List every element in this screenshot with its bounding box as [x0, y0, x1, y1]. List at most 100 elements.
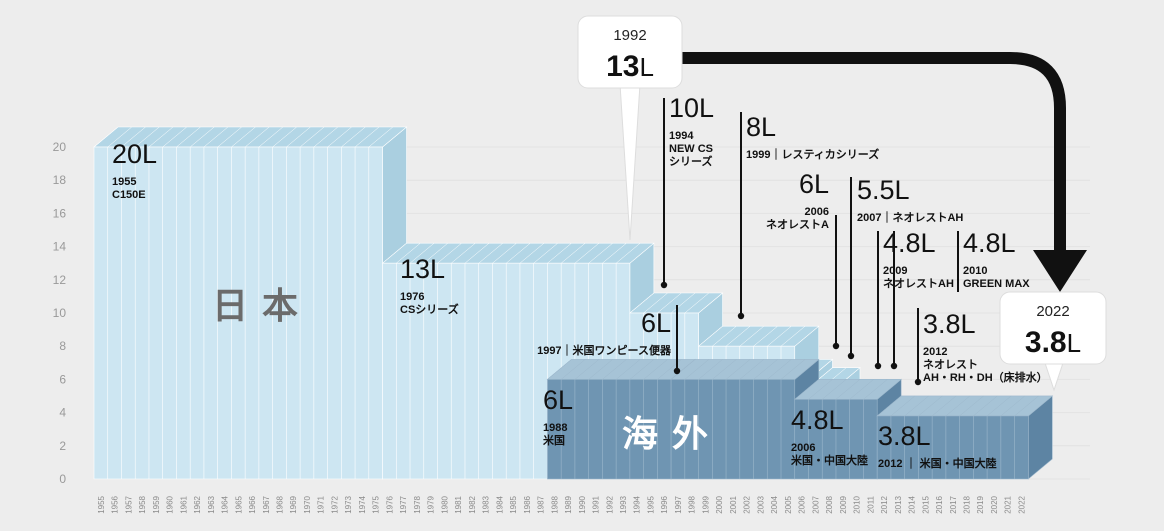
bar-top-rib	[808, 379, 833, 400]
x-tick-label: 2004	[770, 495, 779, 513]
bar-top-rib	[629, 292, 655, 314]
bar-top-rib	[877, 395, 902, 417]
label-os-1988-detail: 米国	[542, 433, 565, 447]
bar-top-rib	[698, 326, 723, 347]
y-tick-label: 18	[53, 173, 67, 187]
label-1955-detail: 1955	[112, 176, 136, 188]
leader-1999-dot	[737, 312, 745, 320]
label-2006-detail: ネオレストA	[766, 218, 829, 231]
bar-top-rib	[258, 126, 284, 148]
label-2006-value: 6L	[799, 169, 829, 199]
bar-top-rib	[904, 395, 929, 417]
bar-top-rib	[780, 326, 806, 347]
x-tick-label: 1976	[385, 495, 394, 513]
x-tick-label: 1992	[605, 495, 614, 513]
trend-arrow-head	[1033, 250, 1087, 292]
label-1976-detail: 1976	[400, 291, 424, 303]
label-2006-detail: 2006	[805, 206, 829, 218]
x-tick-label: 1969	[289, 495, 298, 513]
bar-top-rib	[849, 379, 874, 400]
x-tick-label: 2005	[784, 495, 793, 513]
bar-top-rib	[602, 359, 627, 380]
x-tick-label: 1987	[537, 495, 546, 513]
bar-top-rib	[478, 243, 503, 264]
x-tick-label: 1983	[482, 495, 491, 513]
bar-top-rib	[135, 126, 160, 148]
y-tick-label: 6	[59, 372, 66, 386]
bar-top-rib	[176, 126, 201, 148]
bar-top-rib	[670, 359, 696, 380]
bar-top-rib	[753, 359, 778, 380]
y-tick-label: 4	[59, 406, 66, 420]
callout-1992: 1992 13L	[577, 15, 683, 241]
x-tick-label: 1962	[193, 495, 202, 513]
x-tick-label: 1956	[111, 495, 120, 513]
leader-2009-dot	[874, 362, 882, 370]
x-tick-label: 1988	[550, 495, 559, 513]
y-axis: 0 2 4 6 8 10 12 14 16 18 20	[53, 140, 67, 486]
y-tick-label: 14	[53, 240, 67, 254]
bar-top-rib	[959, 395, 984, 417]
bar-top-rib	[190, 126, 215, 148]
label-os-2012: 3.8L 2012 ｜ 米国・中国大陸	[878, 421, 997, 470]
bar-top-rib	[643, 359, 668, 380]
callout-start-value: 13	[606, 50, 639, 83]
bar-top	[670, 359, 820, 380]
bar-top-rib	[615, 243, 641, 264]
x-tick-label: 2001	[729, 495, 738, 513]
y-tick-label: 20	[53, 140, 67, 154]
bar-top-rib	[451, 243, 476, 264]
bar-top-rib	[244, 126, 270, 148]
callout-end-year: 2022	[1036, 303, 1069, 320]
x-tick-label: 1996	[660, 495, 669, 513]
x-tick-label: 2020	[990, 495, 999, 513]
label-os-1997: 6L 1997｜米国ワンピース便器	[537, 308, 672, 357]
bar-top-rib	[519, 243, 545, 264]
x-tick-label: 2002	[743, 495, 752, 513]
x-tick-label: 2014	[908, 495, 917, 513]
x-tick-label: 1978	[413, 495, 422, 513]
label-os-1988-value: 6L	[543, 385, 573, 415]
x-tick-label: 1989	[564, 495, 573, 513]
bar-top-rib	[643, 292, 668, 314]
x-tick-label: 1968	[275, 495, 284, 513]
x-tick-label: 1974	[358, 495, 367, 513]
label-os-2012-detail: 2012 ｜ 米国・中国大陸	[878, 456, 997, 470]
x-tick-label: 2018	[962, 495, 971, 513]
x-tick-label: 2013	[894, 495, 903, 513]
bar-top-rib	[286, 126, 311, 148]
x-tick-label: 1971	[317, 495, 326, 513]
bar-top-rib	[712, 326, 737, 347]
bar-top-rib	[437, 243, 462, 264]
x-tick-label: 1958	[138, 495, 147, 513]
x-tick-label: 1975	[372, 495, 381, 513]
bar-top-rib	[382, 243, 407, 264]
bar-top-rib	[739, 326, 764, 347]
bar-top-rib	[560, 359, 586, 380]
label-os-1997-value: 6L	[641, 308, 671, 338]
callout-end-unit: L	[1067, 328, 1081, 358]
bar-top-rib	[492, 243, 517, 264]
bar-top-rib	[725, 326, 751, 347]
leader-2010-dot	[890, 362, 898, 370]
x-tick-label: 1991	[592, 495, 601, 513]
bar-top-rib	[464, 243, 490, 264]
region-label-overseas: 海外	[622, 413, 722, 454]
bar-top-rib	[162, 126, 187, 148]
label-os-2006-value: 4.8L	[791, 405, 844, 435]
x-tick-label: 1955	[97, 495, 106, 513]
y-tick-label: 12	[53, 273, 67, 287]
callout-end-value: 3.8	[1025, 326, 1067, 359]
label-os-2012-value: 3.8L	[878, 421, 931, 451]
callout-start-unit: L	[639, 52, 653, 82]
bar-face	[93, 146, 383, 480]
bar-top-rib	[327, 126, 352, 148]
bar-top-rib	[588, 243, 613, 264]
x-tick-label: 1979	[427, 495, 436, 513]
